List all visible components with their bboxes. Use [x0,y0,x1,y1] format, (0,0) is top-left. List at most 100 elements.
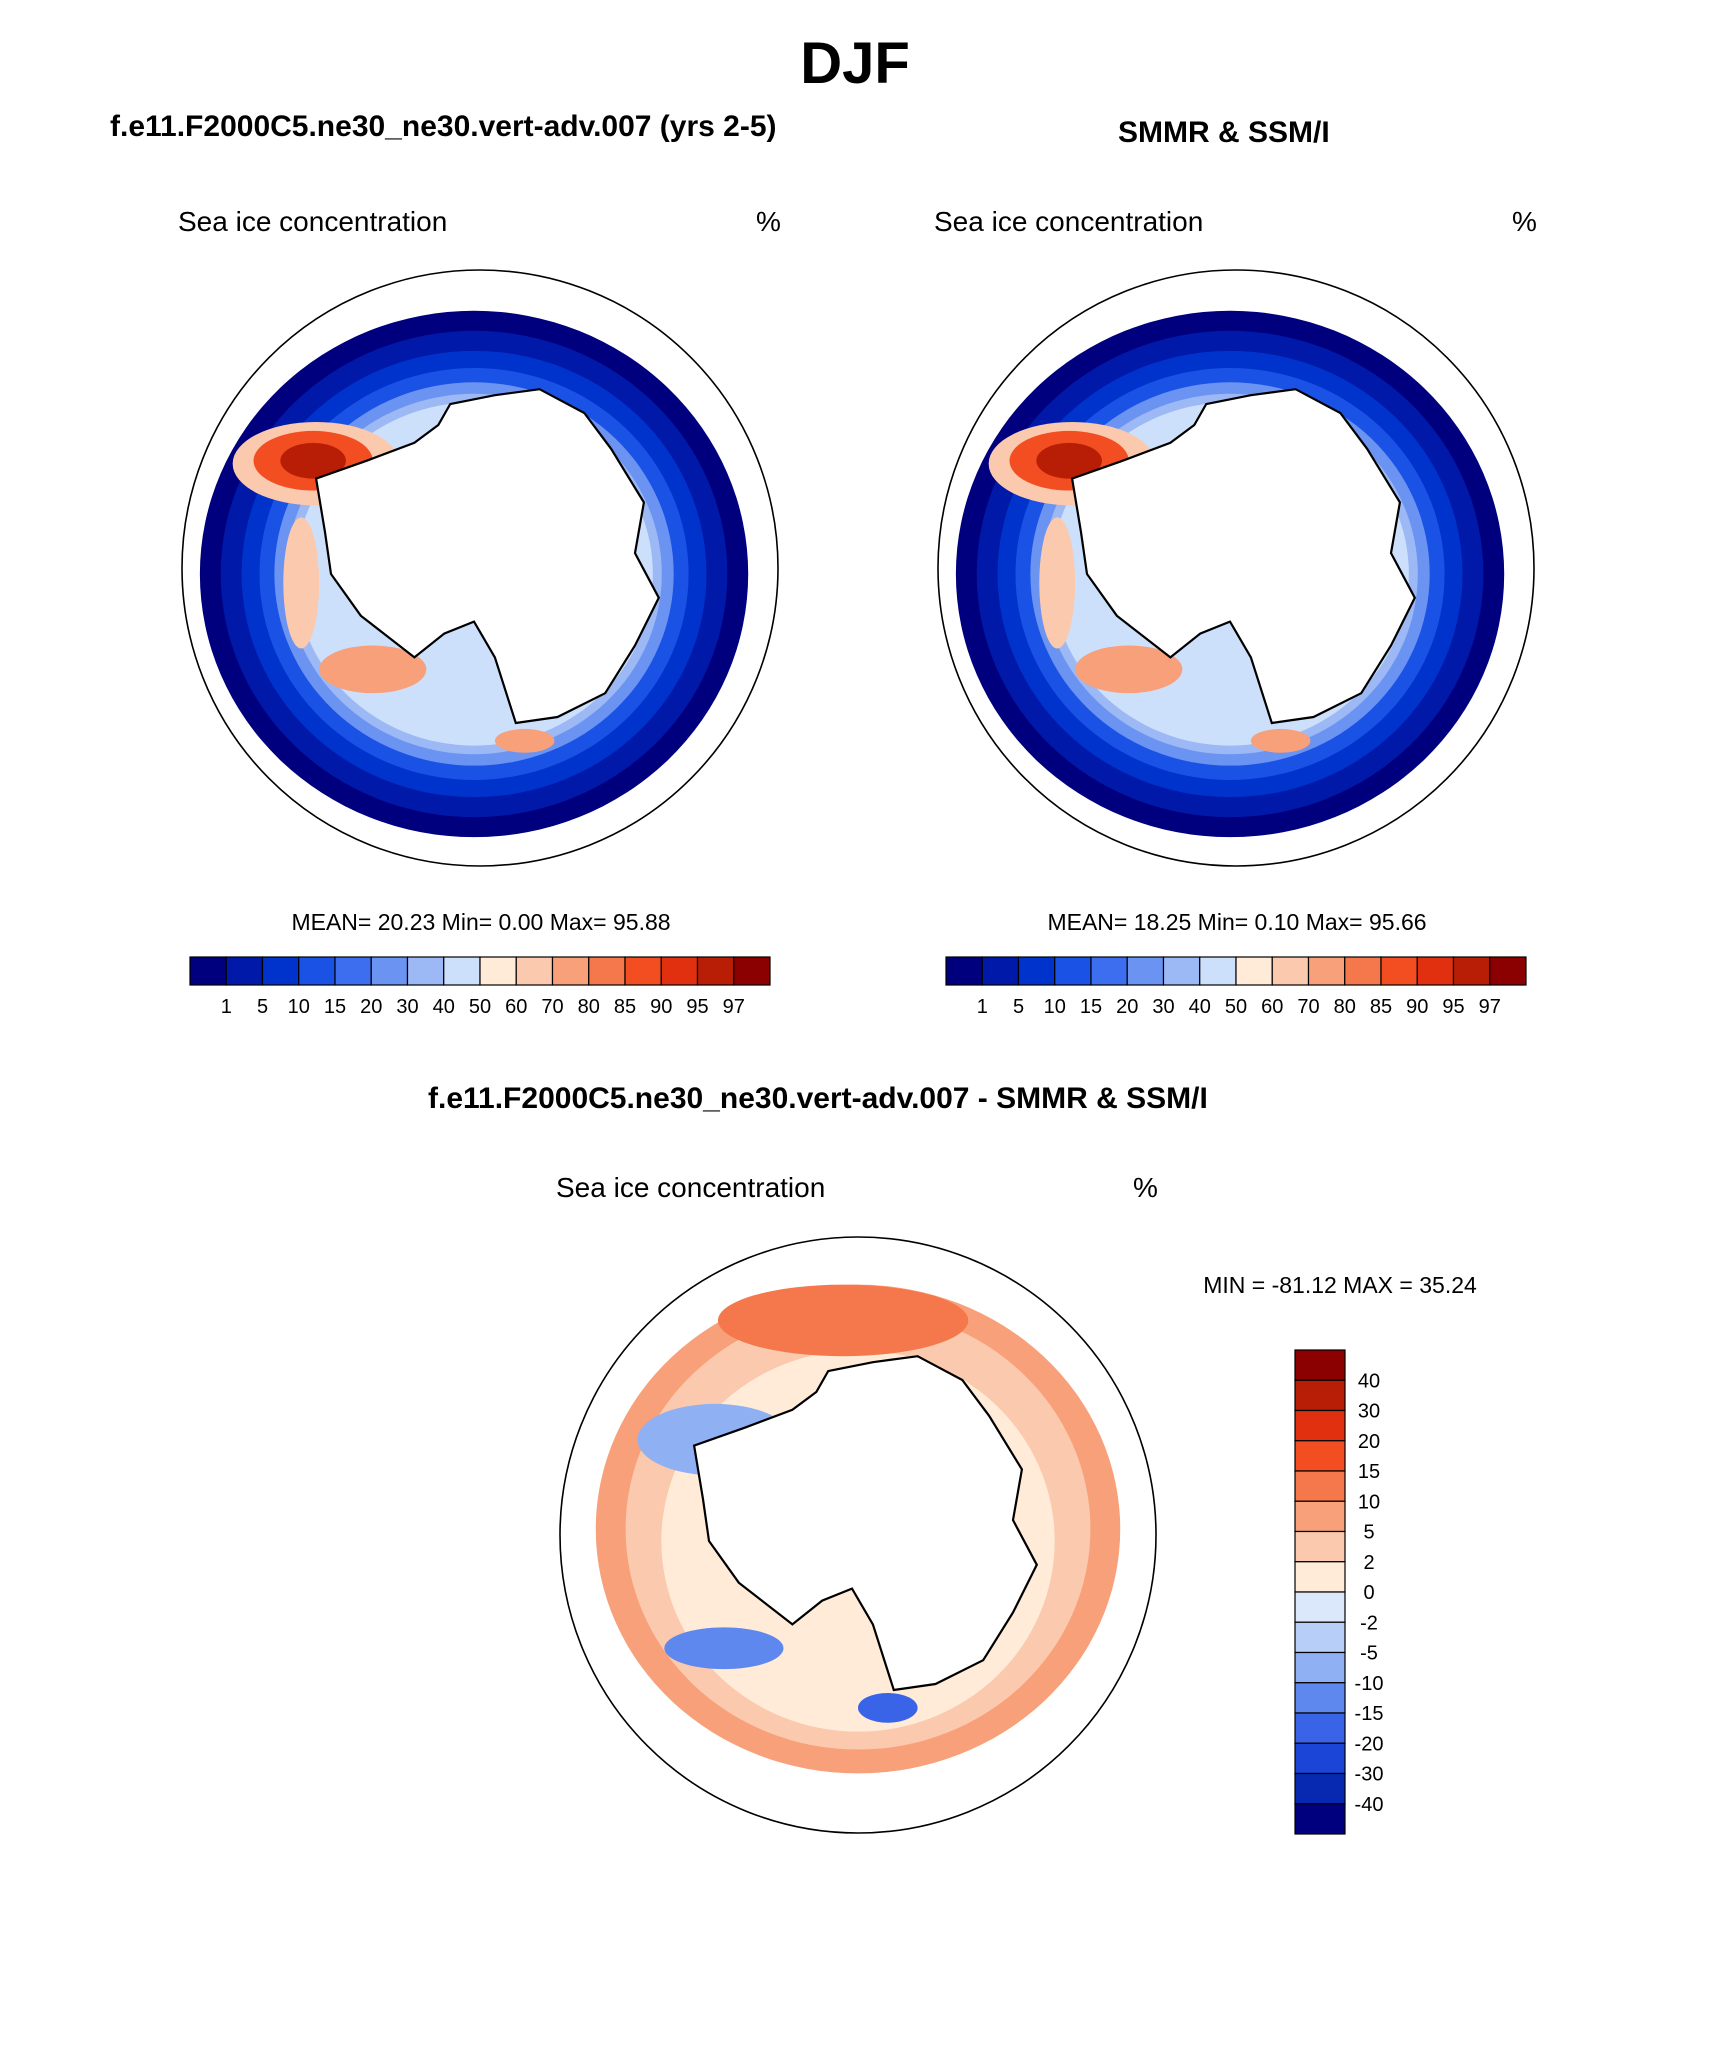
map-obs-boundary [937,269,1535,867]
colorbar-obs-box [1452,956,1491,986]
map-obs-east-coast [1250,728,1311,753]
colorbar-obs-box [1126,956,1165,986]
colorbar-obs-tick: 50 [1225,996,1247,1018]
colorbar-diff-tick: -40 [1355,1794,1384,1816]
colorbar-model: 1 5 10 15 20 30 40 50 60 70 80 85 90 95 97 [189,956,771,1018]
map-diff-antarctica [692,1355,1039,1692]
colorbar-diff-box [1294,1349,1346,1381]
colorbar-obs-box [1416,956,1455,986]
panel-obs-units: % [1512,206,1537,237]
panel-diff-title: f.e11.F2000C5.ne30_ne30.vert-adv.007 - S… [428,1082,1208,1115]
colorbar-diff-tick: -15 [1355,1703,1384,1725]
colorbar-obs-box [1017,956,1056,986]
colorbar-diff-tick: 40 [1358,1370,1380,1392]
colorbar-diff-tick: 2 [1363,1552,1374,1574]
colorbar-diff-tick: -20 [1355,1733,1384,1755]
colorbar-diff-tick: 10 [1358,1491,1380,1513]
map-model-weddell-core [280,442,346,479]
panel-diff-variable: Sea ice concentration [556,1172,826,1203]
map-model-ross [319,645,427,694]
panel-obs-stats: MEAN= 18.25 Min= 0.10 Max= 95.66 [1047,909,1427,935]
colorbar-obs-box [1090,956,1128,986]
colorbar-diff-box [1294,1712,1346,1744]
colorbar-model-box [370,956,409,986]
colorbar-model-box [225,956,264,986]
panel-model-title: f.e11.F2000C5.ne30_ne30.vert-adv.007 (yr… [110,110,777,143]
colorbar-model-box [660,956,699,986]
colorbar-model-tick: 30 [396,996,418,1018]
colorbar-obs-tick: 90 [1406,996,1428,1018]
map-model-east-coast [494,728,555,753]
colorbar-diff-box [1294,1561,1346,1593]
colorbar-model-tick: 5 [257,996,268,1018]
colorbar-diff-tick: 15 [1358,1461,1380,1483]
colorbar-obs-tick: 97 [1479,996,1501,1018]
colorbar-model-box [298,956,336,986]
colorbar-model-tick: 90 [650,996,672,1018]
map-diff-ross [664,1627,784,1670]
colorbar-model-box [696,956,735,986]
colorbar-obs-tick: 70 [1297,996,1319,1018]
colorbar-model-tick: 95 [686,996,708,1018]
colorbar-obs-box [945,956,983,986]
colorbar-model-box [515,956,554,986]
colorbar-diff-box [1294,1742,1346,1775]
colorbar-model-box [406,956,445,986]
colorbar-diff-box [1294,1409,1346,1442]
colorbar-diff-tick: 30 [1358,1401,1380,1423]
map-model-antarctica [314,388,661,725]
colorbar-model-box [733,956,771,986]
colorbar-model-tick: 50 [469,996,491,1018]
colorbar-obs-tick: 95 [1442,996,1464,1018]
panel-diff-units: % [1133,1172,1158,1203]
colorbar-model-box [479,956,517,986]
colorbar-obs: 1 5 10 15 20 30 40 50 60 70 80 85 90 95 97 [945,956,1527,1018]
panel-obs-title: SMMR & SSM/I [1118,116,1330,149]
colorbar-diff-box [1294,1591,1346,1623]
colorbar-diff-box [1294,1621,1346,1654]
colorbar-diff-tick: -10 [1355,1673,1384,1695]
panel-obs-variable: Sea ice concentration [934,206,1204,237]
colorbar-obs-box [1271,956,1310,986]
map-obs-weddell-core [1036,442,1102,479]
colorbar-diff-box [1294,1772,1346,1805]
colorbar-obs-box [1199,956,1237,986]
colorbar-model-box [261,956,300,986]
colorbar-model-tick: 40 [433,996,455,1018]
colorbar-obs-box [1307,956,1346,986]
colorbar-model-tick: 70 [541,996,563,1018]
panel-diff-stats: MIN = -81.12 MAX = 35.24 [1203,1272,1477,1298]
colorbar-obs-tick: 60 [1261,996,1283,1018]
map-diff-boundary [559,1236,1157,1834]
colorbar-model-tick: 15 [324,996,346,1018]
colorbar-model-box [443,956,481,986]
colorbar-obs-tick: 85 [1370,996,1392,1018]
colorbar-diff-tick: -5 [1360,1643,1378,1665]
colorbar-diff-box [1294,1530,1346,1563]
map-model-bellingshausen [283,517,320,649]
map-obs-bellingshausen [1039,517,1076,649]
colorbar-model-tick: 97 [723,996,745,1018]
colorbar-model-box [588,956,626,986]
colorbar-obs-tick: 10 [1044,996,1066,1018]
colorbar-diff-tick: -30 [1355,1764,1384,1786]
colorbar-diff-tick: 20 [1358,1431,1380,1453]
colorbar-model-box [189,956,227,986]
colorbar-model-tick: 80 [578,996,600,1018]
colorbar-obs-box [1380,956,1418,986]
map-model-boundary [181,269,779,867]
colorbar-model-box [551,956,590,986]
colorbar-diff-box [1294,1803,1346,1835]
colorbar-obs-tick: 30 [1152,996,1174,1018]
colorbar-obs-tick: 1 [977,996,988,1018]
colorbar-obs-box [1162,956,1201,986]
figure-title: DJF [800,31,910,96]
colorbar-diff-box [1294,1470,1346,1502]
colorbar-obs-tick: 80 [1334,996,1356,1018]
colorbar-obs-box [1235,956,1273,986]
panel-model-units: % [756,206,781,237]
